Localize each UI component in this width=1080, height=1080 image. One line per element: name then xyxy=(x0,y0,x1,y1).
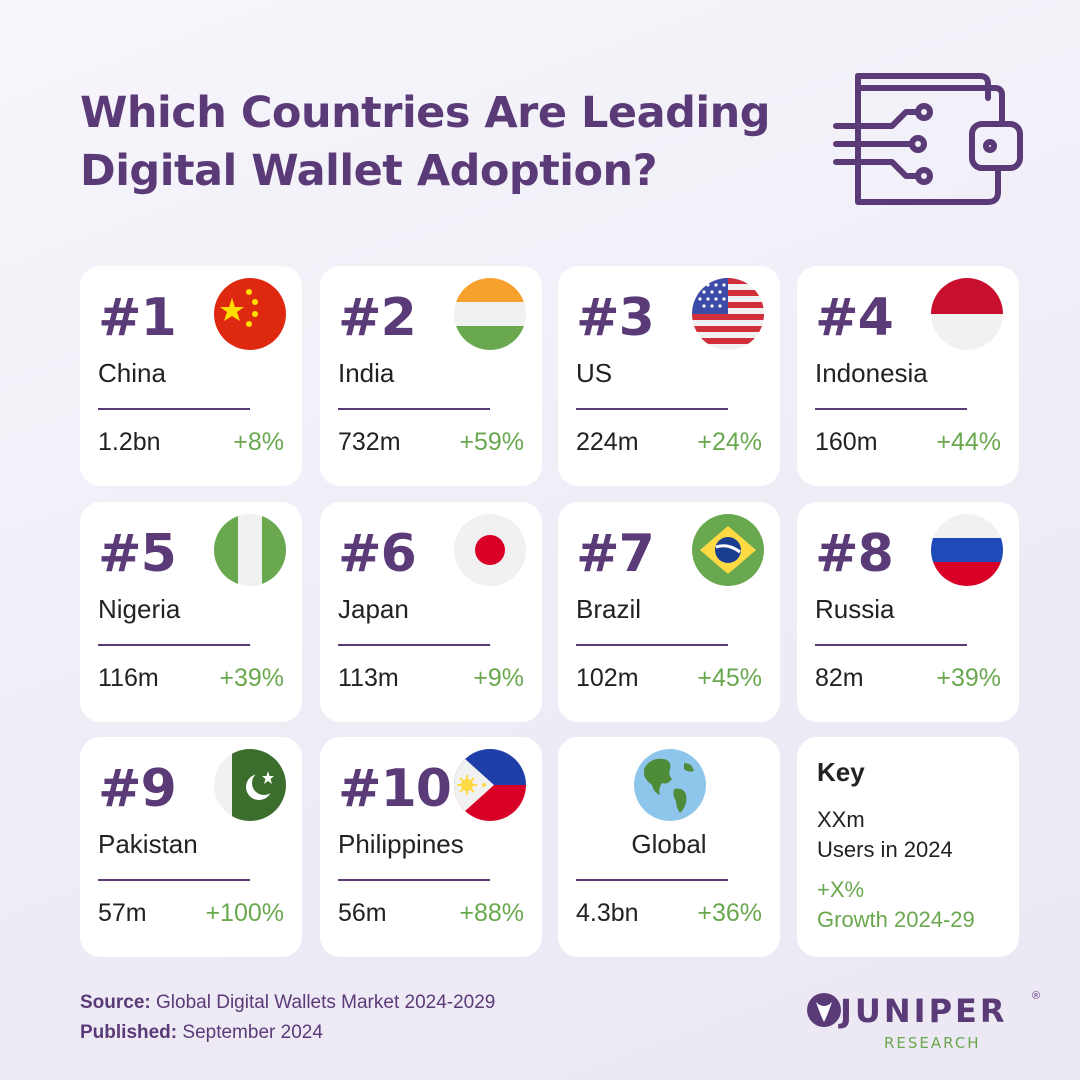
country-card-us: #3 US 224m +24% xyxy=(558,266,780,486)
users-value: 56m xyxy=(338,899,387,927)
title-line-1: Which Countries Are Leading xyxy=(80,88,771,138)
country-name: Brazil xyxy=(576,594,642,624)
country-name: Philippines xyxy=(338,829,464,859)
country-card-indonesia: #4 Indonesia 160m +44% xyxy=(797,266,1019,486)
divider xyxy=(98,644,250,646)
users-value: 116m xyxy=(98,664,159,692)
divider xyxy=(576,408,728,410)
country-card-japan: #6 Japan 113m +9% xyxy=(320,502,542,722)
rank: #7 xyxy=(576,524,655,584)
published-label: Published: xyxy=(80,1022,178,1043)
juniper-research-logo: JUNIPER ® RESEARCH xyxy=(806,988,1046,1058)
country-card-russia: #8 Russia 82m +39% xyxy=(797,502,1019,722)
growth-value: +36% xyxy=(697,899,762,927)
users-value: 113m xyxy=(338,664,399,692)
published-line: Published: September 2024 xyxy=(80,1022,323,1044)
russia-flag-icon xyxy=(931,514,1003,586)
rank: #10 xyxy=(338,759,452,819)
divider xyxy=(815,408,967,410)
users-value: 57m xyxy=(98,899,147,927)
rank: #2 xyxy=(338,288,417,348)
logo-registered-mark: ® xyxy=(1032,990,1041,1002)
rank: #8 xyxy=(815,524,894,584)
indonesia-flag-icon xyxy=(931,278,1003,350)
rank: #4 xyxy=(815,288,894,348)
digital-wallet-icon xyxy=(833,73,1023,205)
growth-value: +24% xyxy=(697,428,762,456)
divider xyxy=(576,879,728,881)
key-title: Key xyxy=(817,757,865,787)
users-value: 4.3bn xyxy=(576,899,639,927)
page-title: Which Countries Are Leading Digital Wall… xyxy=(80,84,820,200)
country-name: China xyxy=(98,358,166,388)
global-label: Global xyxy=(631,829,707,859)
divider xyxy=(815,644,967,646)
japan-flag-icon xyxy=(454,514,526,586)
growth-value: +44% xyxy=(936,428,1001,456)
growth-value: +39% xyxy=(936,664,1001,692)
key-card: Key XXm Users in 2024 +X% Growth 2024-29 xyxy=(797,737,1019,957)
key-users-value: XXm xyxy=(817,807,865,832)
users-value: 102m xyxy=(576,664,639,692)
china-flag-icon xyxy=(214,278,286,350)
growth-value: +8% xyxy=(233,428,284,456)
country-card-pakistan: #9 Pakistan 57m +100% xyxy=(80,737,302,957)
nigeria-flag-icon xyxy=(214,514,286,586)
growth-value: +45% xyxy=(697,664,762,692)
rank: #9 xyxy=(98,759,177,819)
divider xyxy=(338,879,490,881)
users-value: 160m xyxy=(815,428,878,456)
global-card: Global 4.3bn +36% xyxy=(558,737,780,957)
logo-subtitle: RESEARCH xyxy=(884,1034,981,1052)
key-growth-value: +X% xyxy=(817,877,865,902)
pakistan-flag-icon xyxy=(214,749,286,821)
country-card-brazil: #7 Brazil 102m +45% xyxy=(558,502,780,722)
rank: #1 xyxy=(98,288,177,348)
key-growth-label: Growth 2024-29 xyxy=(817,907,975,932)
country-name: US xyxy=(576,358,613,388)
divider xyxy=(576,644,728,646)
source-label: Source: xyxy=(80,992,151,1013)
divider xyxy=(98,408,250,410)
divider xyxy=(98,879,250,881)
rank: #3 xyxy=(576,288,655,348)
country-card-philippines: #10 Philippines 56m +88% xyxy=(320,737,542,957)
key-growth: +X% Growth 2024-29 xyxy=(817,875,975,935)
country-card-nigeria: #5 Nigeria 116m +39% xyxy=(80,502,302,722)
india-flag-icon xyxy=(454,278,526,350)
brazil-flag-icon xyxy=(692,514,764,586)
growth-value: +39% xyxy=(219,664,284,692)
country-card-india: #2 India 732m +59% xyxy=(320,266,542,486)
country-name: Nigeria xyxy=(98,594,181,624)
growth-value: +100% xyxy=(205,899,284,927)
divider xyxy=(338,644,490,646)
title-line-2: Digital Wallet Adoption? xyxy=(80,146,658,196)
country-card-china: #1 China 1.2bn +8% xyxy=(80,266,302,486)
growth-value: +59% xyxy=(459,428,524,456)
country-name: Russia xyxy=(815,594,895,624)
users-value: 82m xyxy=(815,664,864,692)
juniper-logo-mark-icon xyxy=(807,993,841,1027)
source-value: Global Digital Wallets Market 2024-2029 xyxy=(150,992,496,1013)
logo-word: JUNIPER xyxy=(840,992,1008,1030)
users-value: 1.2bn xyxy=(98,428,161,456)
country-name: India xyxy=(338,358,395,388)
country-name: Pakistan xyxy=(98,829,198,859)
published-value: September 2024 xyxy=(177,1022,323,1043)
key-users: XXm Users in 2024 xyxy=(817,805,953,865)
users-value: 224m xyxy=(576,428,639,456)
rank: #6 xyxy=(338,524,417,584)
country-name: Indonesia xyxy=(815,358,928,388)
key-users-label: Users in 2024 xyxy=(817,837,953,862)
divider xyxy=(338,408,490,410)
rank: #5 xyxy=(98,524,177,584)
growth-value: +88% xyxy=(459,899,524,927)
globe-icon xyxy=(634,749,706,821)
us-flag-icon xyxy=(692,278,764,350)
source-line: Source: Global Digital Wallets Market 20… xyxy=(80,992,495,1014)
growth-value: +9% xyxy=(473,664,524,692)
philippines-flag-icon xyxy=(454,749,526,821)
users-value: 732m xyxy=(338,428,401,456)
country-name: Japan xyxy=(338,594,409,624)
